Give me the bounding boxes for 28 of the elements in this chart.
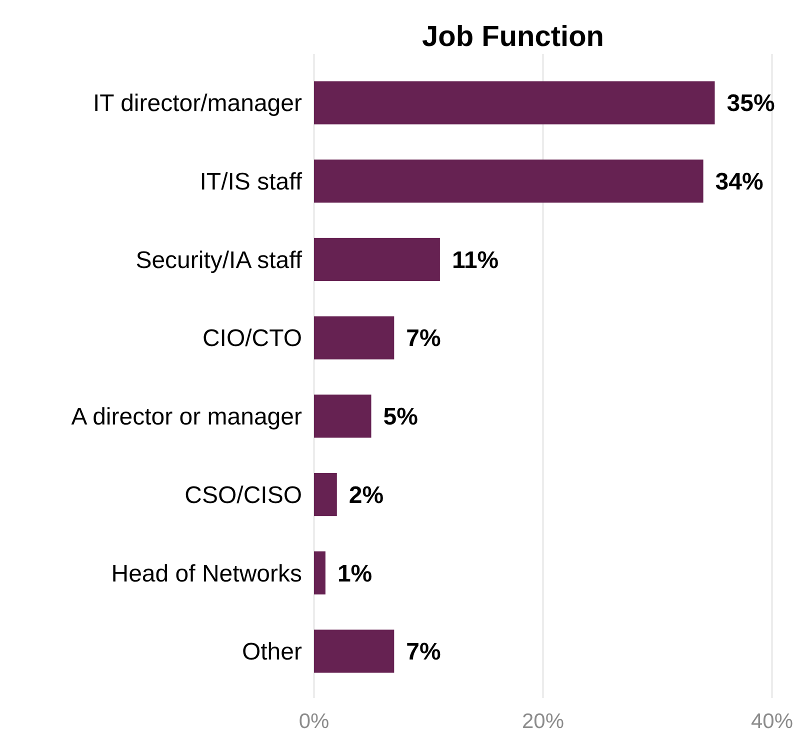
y-tick-label: IT/IS staff [200, 168, 302, 196]
y-tick-label: IT director/manager [93, 90, 302, 118]
data-label: 5% [383, 404, 418, 431]
bar [314, 316, 394, 360]
data-label: 34% [715, 168, 764, 196]
x-tick-label: 40% [750, 710, 794, 733]
bar [314, 472, 337, 516]
bar [314, 160, 704, 203]
x-tick-label: 0% [298, 710, 330, 733]
bar [314, 81, 715, 124]
bar [314, 630, 394, 673]
data-label: 35% [726, 90, 775, 118]
data-label: 1% [337, 560, 372, 588]
y-tick-label: Security/IA staff [136, 246, 302, 274]
y-tick-label: CIO/CTO [202, 325, 302, 352]
bar [314, 394, 372, 438]
x-tick-label: 20% [522, 710, 564, 733]
bar [314, 551, 326, 594]
data-label: 7% [406, 325, 441, 352]
chart-title: Job Function [422, 21, 604, 53]
y-tick-label: Head of Networks [111, 560, 302, 588]
data-label: 7% [406, 638, 441, 666]
y-tick-label: Other [242, 638, 302, 666]
data-label: 2% [348, 482, 384, 509]
y-tick-label: A director or manager [71, 404, 302, 431]
y-tick-label: CSO/CISO [184, 482, 302, 509]
bar [314, 238, 440, 282]
data-label: 11% [452, 246, 499, 274]
